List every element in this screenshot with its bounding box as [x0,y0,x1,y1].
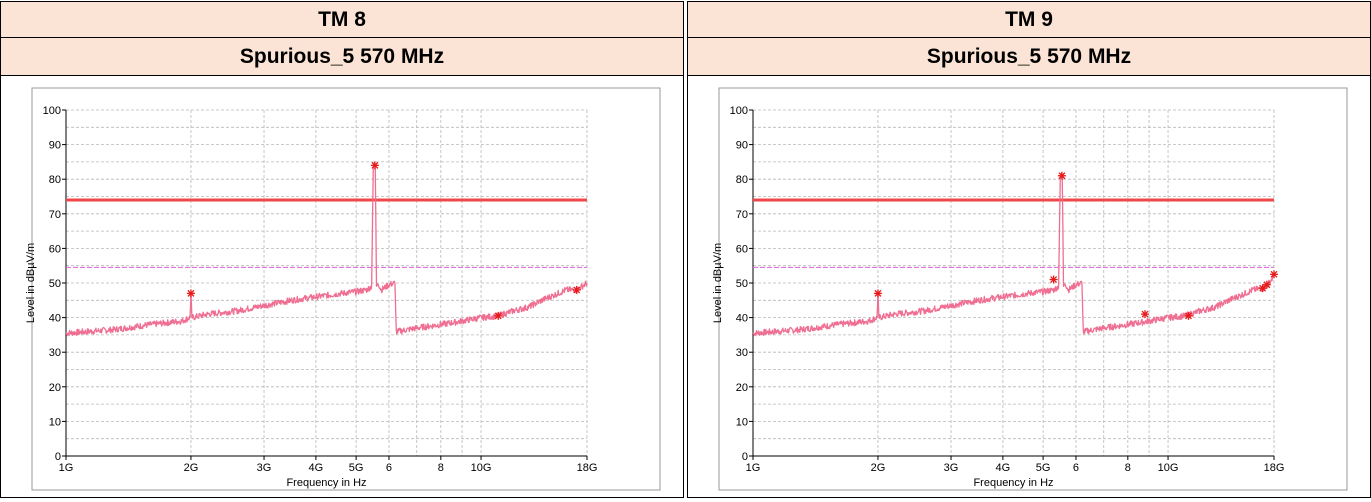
panel-title: TM 8 [1,2,683,38]
x-tick-label: 3G [944,462,959,474]
y-tick-label: 100 [730,105,748,117]
x-tick-label: 10G [1158,462,1179,474]
panel-subtitle: Spurious_5 570 MHz [688,38,1370,76]
y-axis-label: Level in dBµV/m [25,243,37,323]
measurement-trace [65,162,588,337]
x-tick-label: 8 [438,462,444,474]
peak-marker [1049,275,1058,284]
chart-frame [718,87,1348,491]
y-tick-label: 0 [742,451,748,463]
y-tick-label: 60 [736,243,748,255]
y-tick-label: 90 [736,140,748,152]
y-tick-label: 30 [736,347,748,359]
x-tick-label: 5G [349,462,364,474]
panel-tm8: TM 8 Spurious_5 570 MHz 0 10 20 30 40 50 60 70 8… [0,1,684,498]
y-tick-label: 80 [49,174,61,186]
spectrum-chart-tm9: 0 10 20 30 40 50 60 70 80 90 100 1G 2G 3G 4G 5G 6 8 10G 18G… [712,87,1348,491]
chart-frame [31,87,661,491]
x-axis-label: Frequency in Hz [286,477,366,489]
peak-marker [1184,311,1193,320]
peak-marker [1270,270,1278,279]
y-tick-label: 90 [49,140,61,152]
y-tick-label: 10 [49,416,61,428]
chart-container: 0 10 20 30 40 50 60 70 80 90 100 1G 2G 3G 4G 5G 6 8 10G 18G… [1,76,683,497]
y-tick-label: 40 [49,313,61,325]
x-tick-label: 1G [59,462,74,474]
y-tick-label: 80 [736,174,748,186]
peak-marker [494,311,503,320]
chart-container: 0 10 20 30 40 50 60 70 80 90 100 1G 2G 3G 4G 5G 6 8 10G 18G… [688,76,1370,497]
x-tick-label: 18G [1264,462,1285,474]
y-tick-label: 70 [49,209,61,221]
y-tick-label: 60 [49,243,61,255]
peak-marker [370,161,379,170]
y-tick-label: 100 [43,105,61,117]
x-tick-label: 1G [746,462,761,474]
peak-marker [873,289,882,298]
x-tick-label: 6 [386,462,392,474]
x-tick-label: 10G [471,462,492,474]
y-tick-label: 50 [736,278,748,290]
x-tick-label: 8 [1125,462,1131,474]
x-tick-label: 18G [577,462,598,474]
x-tick-label: 2G [184,462,199,474]
peak-marker [1262,280,1271,289]
x-tick-label: 6 [1073,462,1079,474]
y-tick-label: 20 [49,382,61,394]
y-tick-label: 20 [736,382,748,394]
y-tick-label: 40 [736,313,748,325]
x-tick-label: 3G [257,462,272,474]
y-tick-label: 10 [736,416,748,428]
peak-marker [1057,171,1066,180]
y-tick-label: 70 [736,209,748,221]
y-tick-label: 30 [49,347,61,359]
x-axis-label: Frequency in Hz [973,477,1053,489]
y-tick-label: 0 [55,451,61,463]
y-axis-label: Level in dBµV/m [712,243,724,323]
spectrum-chart-tm8: 0 10 20 30 40 50 60 70 80 90 100 1G 2G 3G 4G 5G 6 8 10G 18G… [25,87,661,491]
peak-marker [186,289,195,298]
panel-subtitle: Spurious_5 570 MHz [1,38,683,76]
x-tick-label: 4G [309,462,324,474]
x-tick-label: 4G [996,462,1011,474]
peak-marker [1141,310,1150,319]
panel-title: TM 9 [688,2,1370,38]
panel-tm9: TM 9 Spurious_5 570 MHz 0 10 20 30 40 50 60 70 8… [687,1,1371,498]
x-tick-label: 5G [1036,462,1051,474]
y-tick-label: 50 [49,278,61,290]
peak-marker [572,285,581,294]
x-tick-label: 2G [871,462,886,474]
